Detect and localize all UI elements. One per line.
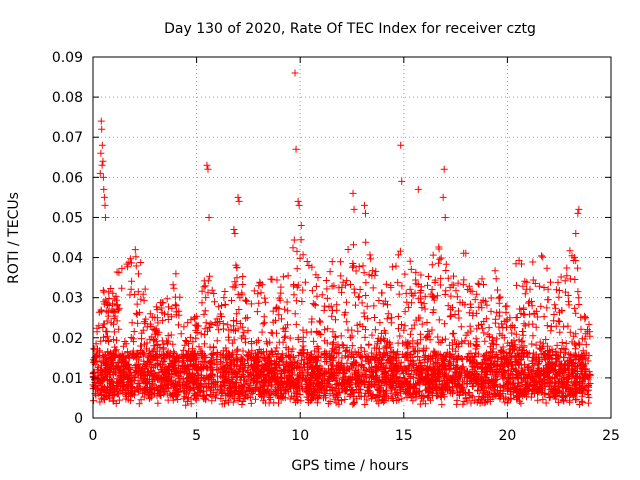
x-tick-label-25: 25	[602, 428, 620, 444]
roti-peak-point-0-24	[349, 189, 357, 197]
y-tick-label-0.01: 0.01	[52, 371, 83, 387]
axis-ticks: 0 5 10 15 20 25 0 0.01 0.02 0.03 0.04 0.05 0.06 0.07 0…	[52, 50, 620, 444]
y-tick-label-0.02: 0.02	[52, 331, 83, 347]
roti-peak-point-0-10	[97, 149, 105, 157]
roti-peak-point-0-26	[360, 201, 368, 209]
y-tick-label-0: 0	[74, 411, 83, 427]
roti-peak-point-0-17	[234, 193, 242, 201]
roti-peak-point-0-21	[294, 197, 302, 205]
roti-peak-point-0-19	[291, 69, 299, 77]
roti-point-cloud	[89, 236, 594, 409]
roti-peak-point-0-18	[235, 197, 243, 205]
roti-peak-point-0-34	[575, 205, 583, 213]
roti-peak-point-0-8	[101, 213, 109, 221]
roti-peak-point-0-31	[440, 165, 448, 173]
roti-peak-point-0-7	[101, 201, 109, 209]
roti-peak-point-0-12	[203, 161, 211, 169]
roti-peak-point-0-27	[361, 209, 369, 217]
roti-peak-point-0-14	[205, 213, 213, 221]
roti-peak-point-0-2	[98, 141, 106, 149]
y-tick-label-0.04: 0.04	[52, 251, 83, 267]
roti-peak-point-0-0	[97, 117, 105, 125]
roti-peak-point-0-33	[441, 213, 449, 221]
roti-peak-point-0-9	[96, 169, 104, 177]
roti-peak-point-0-6	[100, 193, 108, 201]
x-tick-label-10: 10	[291, 428, 309, 444]
roti-peak-point-0-16	[231, 229, 239, 237]
y-tick-label-0.03: 0.03	[52, 291, 83, 307]
roti-peak-point-0-23	[297, 221, 305, 229]
roti-peak-point-0-29	[398, 177, 406, 185]
y-tick-label-0.09: 0.09	[52, 50, 83, 66]
roti-peak-point-0-4	[99, 173, 107, 181]
y-axis-label: ROTI / TECUs	[6, 192, 22, 284]
y-tick-label-0.05: 0.05	[52, 210, 83, 226]
roti-peak-point-0-35	[574, 209, 582, 217]
x-tick-label-5: 5	[192, 428, 201, 444]
plot-frame	[92, 56, 612, 419]
x-tick-label-20: 20	[498, 428, 516, 444]
y-tick-label-0.08: 0.08	[52, 90, 83, 106]
x-tick-label-15: 15	[395, 428, 413, 444]
roti-peak-point-0-36	[572, 229, 580, 237]
roti-peak-point-0-22	[295, 201, 303, 209]
chart-title: Day 130 of 2020, Rate Of TEC Index for r…	[164, 21, 536, 37]
data-points	[89, 69, 594, 409]
y-tick-label-0.07: 0.07	[52, 130, 83, 146]
roti-peak-point-0-30	[414, 185, 422, 193]
roti-peak-point-0-28	[397, 141, 405, 149]
roti-peak-point-0-32	[439, 193, 447, 201]
roti-peak-point-0-20	[292, 145, 300, 153]
roti-peak-point-0-13	[204, 165, 212, 173]
roti-peak-point-0-11	[98, 161, 106, 169]
roti-peak-point-0-1	[98, 125, 106, 133]
roti-peak-point-0-25	[350, 205, 358, 213]
roti-peak-point-0-3	[99, 157, 107, 165]
x-tick-label-0: 0	[89, 428, 98, 444]
roti-peak-point-0-15	[230, 225, 238, 233]
roti-peak-point-0-5	[100, 185, 108, 193]
x-axis-label: GPS time / hours	[291, 458, 408, 474]
y-tick-label-0.06: 0.06	[52, 170, 83, 186]
